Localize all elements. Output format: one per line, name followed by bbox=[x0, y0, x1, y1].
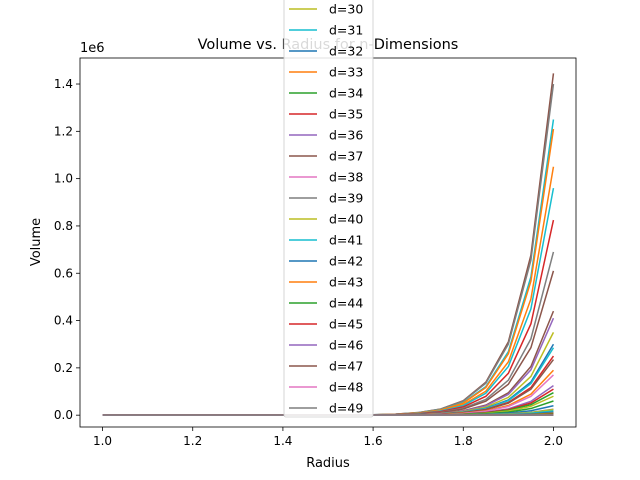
legend-label: d=33 bbox=[329, 65, 363, 80]
legend-item: d=37 bbox=[289, 149, 363, 164]
y-tick-label: 1.4 bbox=[54, 77, 73, 91]
y-tick-label: 0.0 bbox=[54, 408, 73, 422]
legend-label: d=40 bbox=[329, 212, 363, 227]
legend-label: d=45 bbox=[329, 317, 363, 332]
legend-item: d=30 bbox=[289, 2, 363, 17]
legend-label: d=31 bbox=[329, 23, 363, 38]
x-tick-label: 1.4 bbox=[273, 434, 292, 448]
x-tick-label: 1.2 bbox=[183, 434, 202, 448]
x-tick-label: 1.0 bbox=[93, 434, 112, 448]
legend-box bbox=[283, 0, 374, 418]
legend-label: d=36 bbox=[329, 128, 363, 143]
y-tick-label: 1.2 bbox=[54, 124, 73, 138]
x-axis-label: Radius bbox=[306, 456, 350, 471]
legend-label: d=30 bbox=[329, 2, 363, 17]
legend-label: d=42 bbox=[329, 254, 363, 269]
legend-label: d=48 bbox=[329, 380, 363, 395]
legend: d=30 d=31 d=32 d=33 d=34 d=35 d=36 d=37 d=38 d=39… bbox=[283, 0, 374, 418]
legend-label: d=38 bbox=[329, 170, 363, 185]
x-tick-label: 1.6 bbox=[364, 434, 383, 448]
x-axis-ticks: 1.0 1.2 1.4 1.6 1.8 2.0 bbox=[93, 427, 563, 448]
legend-item: d=33 bbox=[289, 65, 363, 80]
x-tick-label: 2.0 bbox=[544, 434, 563, 448]
legend-label: d=34 bbox=[329, 86, 363, 101]
legend-label: d=35 bbox=[329, 107, 363, 122]
y-tick-label: 1.0 bbox=[54, 172, 73, 186]
legend-label: d=44 bbox=[329, 296, 363, 311]
y-tick-label: 0.2 bbox=[54, 361, 73, 375]
y-offset-label: 1e6 bbox=[80, 41, 105, 56]
legend-item: d=40 bbox=[289, 212, 363, 227]
legend-label: d=41 bbox=[329, 233, 363, 248]
legend-item: d=41 bbox=[289, 233, 363, 248]
legend-label: d=46 bbox=[329, 338, 363, 353]
legend-item: d=39 bbox=[289, 191, 363, 206]
y-tick-label: 0.8 bbox=[54, 219, 73, 233]
legend-label: d=39 bbox=[329, 191, 363, 206]
y-axis-label: Volume bbox=[29, 218, 44, 266]
legend-item: d=38 bbox=[289, 170, 363, 185]
y-tick-label: 0.4 bbox=[54, 314, 73, 328]
y-axis-ticks: 0.0 0.2 0.4 0.6 0.8 1.0 1.2 1.4 bbox=[54, 77, 80, 422]
legend-item: d=47 bbox=[289, 359, 363, 374]
legend-item: d=46 bbox=[289, 338, 363, 353]
legend-label: d=32 bbox=[329, 44, 363, 59]
legend-item: d=42 bbox=[289, 254, 363, 269]
legend-label: d=47 bbox=[329, 359, 363, 374]
legend-item: d=31 bbox=[289, 23, 363, 38]
legend-item: d=43 bbox=[289, 275, 363, 290]
legend-label: d=37 bbox=[329, 149, 363, 164]
legend-item: d=44 bbox=[289, 296, 363, 311]
legend-item: d=45 bbox=[289, 317, 363, 332]
legend-item: d=49 bbox=[289, 401, 363, 416]
y-tick-label: 0.6 bbox=[54, 266, 73, 280]
legend-item: d=36 bbox=[289, 128, 363, 143]
legend-label: d=49 bbox=[329, 401, 363, 416]
legend-item: d=48 bbox=[289, 380, 363, 395]
x-tick-label: 1.8 bbox=[454, 434, 473, 448]
legend-label: d=43 bbox=[329, 275, 363, 290]
legend-item: d=32 bbox=[289, 44, 363, 59]
legend-item: d=34 bbox=[289, 86, 363, 101]
legend-item: d=35 bbox=[289, 107, 363, 122]
